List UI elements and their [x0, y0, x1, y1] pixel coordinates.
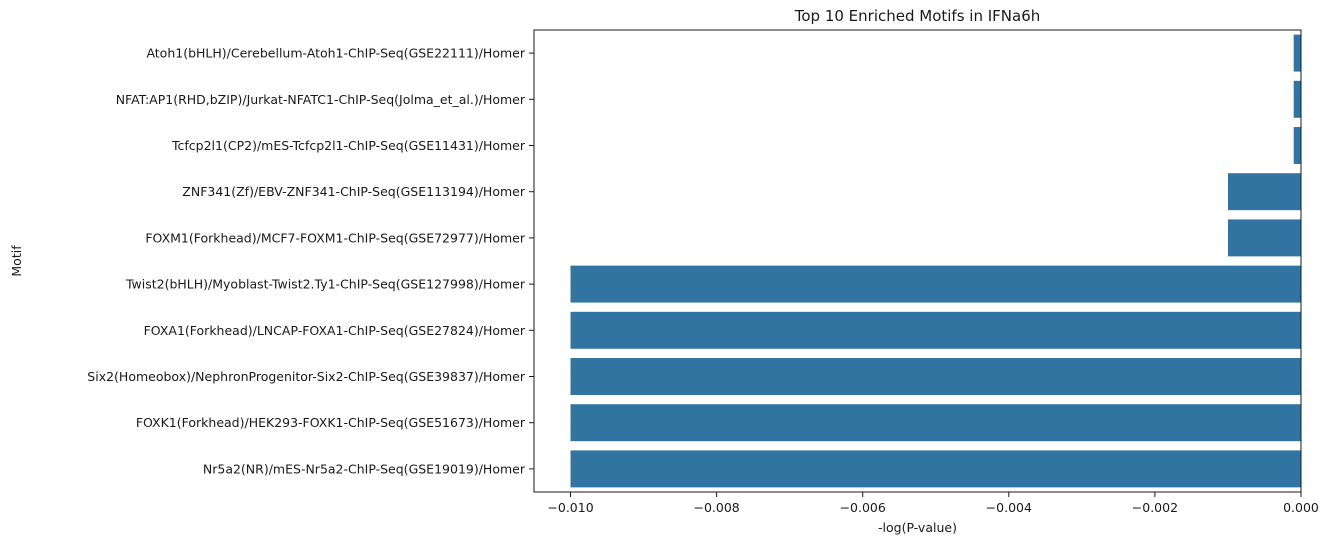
bar-8 — [570, 358, 1301, 395]
x-tick-label: −0.008 — [693, 500, 739, 515]
plot-border — [533, 29, 1302, 493]
x-tick-label: −0.010 — [547, 500, 593, 515]
bar-3 — [1293, 127, 1301, 164]
bar-6 — [570, 265, 1301, 303]
bar-5 — [1227, 219, 1301, 257]
y-tick-label: Nr5a2(NR)/mES-Nr5a2-ChIP-Seq(GSE19019)/H… — [203, 461, 526, 476]
bar-7 — [570, 311, 1301, 349]
plot-frame — [533, 29, 1302, 493]
y-tick-label: FOXA1(Forkhead)/LNCAP-FOXA1-ChIP-Seq(GSE… — [144, 323, 526, 338]
y-axis-ticks: Atoh1(bHLH)/Cerebellum-Atoh1-ChIP-Seq(GS… — [87, 46, 534, 476]
y-tick-label: Six2(Homeobox)/NephronProgenitor-Six2-Ch… — [87, 369, 526, 384]
bar-9 — [570, 404, 1301, 442]
bar-1 — [1293, 34, 1301, 72]
bar-2 — [1293, 80, 1301, 118]
y-tick-label: Twist2(bHLH)/Myoblast-Twist2.Ty1-ChIP-Se… — [125, 277, 526, 292]
x-tick-label: 0.000 — [1283, 500, 1319, 515]
x-axis-title: -log(P-value) — [878, 520, 957, 535]
y-tick-label: FOXK1(Forkhead)/HEK293-FOXK1-ChIP-Seq(GS… — [136, 415, 526, 430]
bar-4 — [1227, 173, 1301, 211]
x-tick-label: −0.006 — [840, 500, 886, 515]
y-tick-label: Tcfcp2l1(CP2)/mES-Tcfcp2l1-ChIP-Seq(GSE1… — [171, 138, 526, 153]
y-tick-label: Atoh1(bHLH)/Cerebellum-Atoh1-ChIP-Seq(GS… — [146, 46, 525, 61]
y-axis-title: Motif — [9, 245, 24, 277]
chart-title: Top 10 Enriched Motifs in IFNa6h — [794, 7, 1041, 25]
x-axis-ticks: −0.010 −0.008 −0.006 −0.004 −0.002 0.000 — [547, 492, 1319, 515]
bars-layer — [570, 34, 1301, 488]
y-tick-label: ZNF341(Zf)/EBV-ZNF341-ChIP-Seq(GSE113194… — [182, 184, 526, 199]
x-tick-label: −0.004 — [986, 500, 1032, 515]
y-tick-label: NFAT:AP1(RHD,bZIP)/Jurkat-NFATC1-ChIP-Se… — [116, 92, 526, 107]
y-tick-label: FOXM1(Forkhead)/MCF7-FOXM1-ChIP-Seq(GSE7… — [145, 230, 526, 245]
x-tick-label: −0.002 — [1132, 500, 1178, 515]
bar-10 — [570, 450, 1301, 488]
